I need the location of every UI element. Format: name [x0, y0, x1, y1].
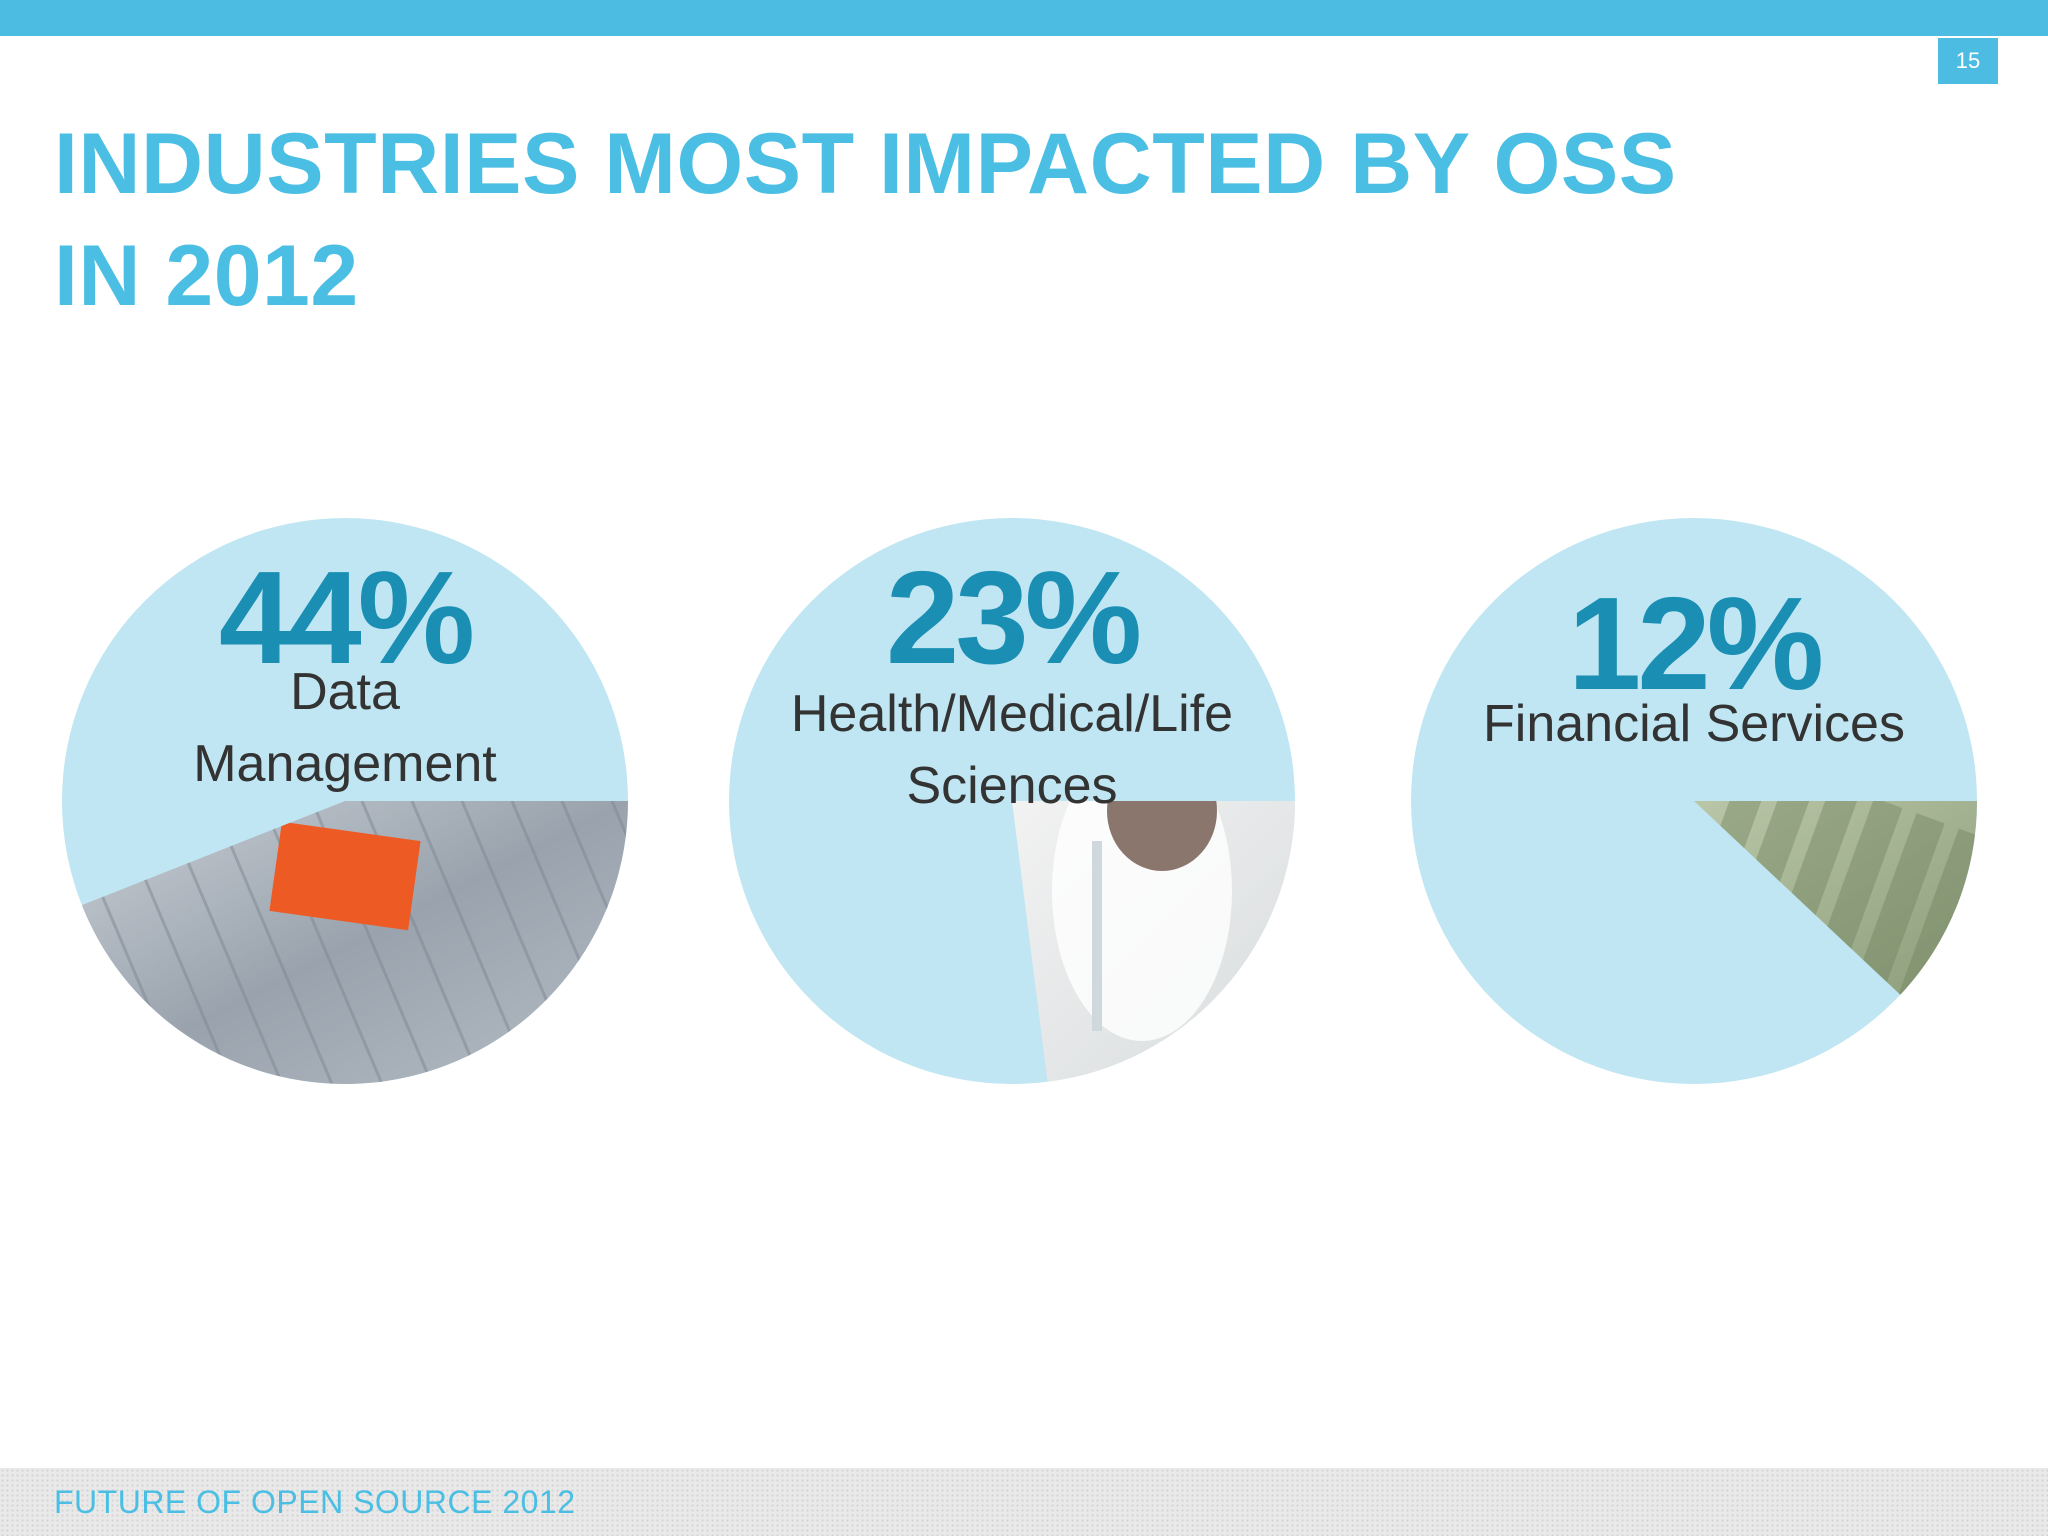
category-label-financial-services: Financial Services	[1414, 688, 1974, 760]
percent-label-data-management: 44%	[218, 544, 475, 691]
category-label-line: Financial Services	[1483, 695, 1905, 753]
page-number: 15	[1938, 38, 1998, 84]
top-accent-bar	[0, 0, 2048, 36]
percent-label-financial-services: 12%	[1567, 570, 1824, 717]
category-label-line: Sciences	[906, 757, 1118, 815]
pie-slice-financial-services	[1694, 801, 1977, 995]
category-label-data-management: Data Management	[85, 656, 605, 800]
pie-data-management	[62, 518, 629, 1085]
slide-title-line-2: IN 2012	[54, 228, 359, 324]
pie-financial-services	[1411, 518, 1977, 1084]
slide-title: INDUSTRIES MOST IMPACTED BY OSS IN 2012	[54, 108, 1874, 332]
percent-label-health-medical-life-sciences: 23%	[885, 544, 1142, 691]
footer-bar: FUTURE OF OPEN SOURCE 2012	[0, 1468, 2048, 1536]
category-label-line: Data	[290, 663, 400, 721]
slide-title-line-1: INDUSTRIES MOST IMPACTED BY OSS	[54, 116, 1677, 212]
footer-text: FUTURE OF OPEN SOURCE 2012	[54, 1484, 576, 1520]
pie-health-medical-life-sciences	[729, 518, 1295, 1084]
category-label-line: Management	[193, 735, 497, 793]
slice-photo-filing-cabinet-photo	[81, 801, 629, 1085]
category-label-health-medical-life-sciences: Health/Medical/Life Sciences	[732, 678, 1292, 822]
category-label-line: Health/Medical/Life	[790, 685, 1234, 743]
